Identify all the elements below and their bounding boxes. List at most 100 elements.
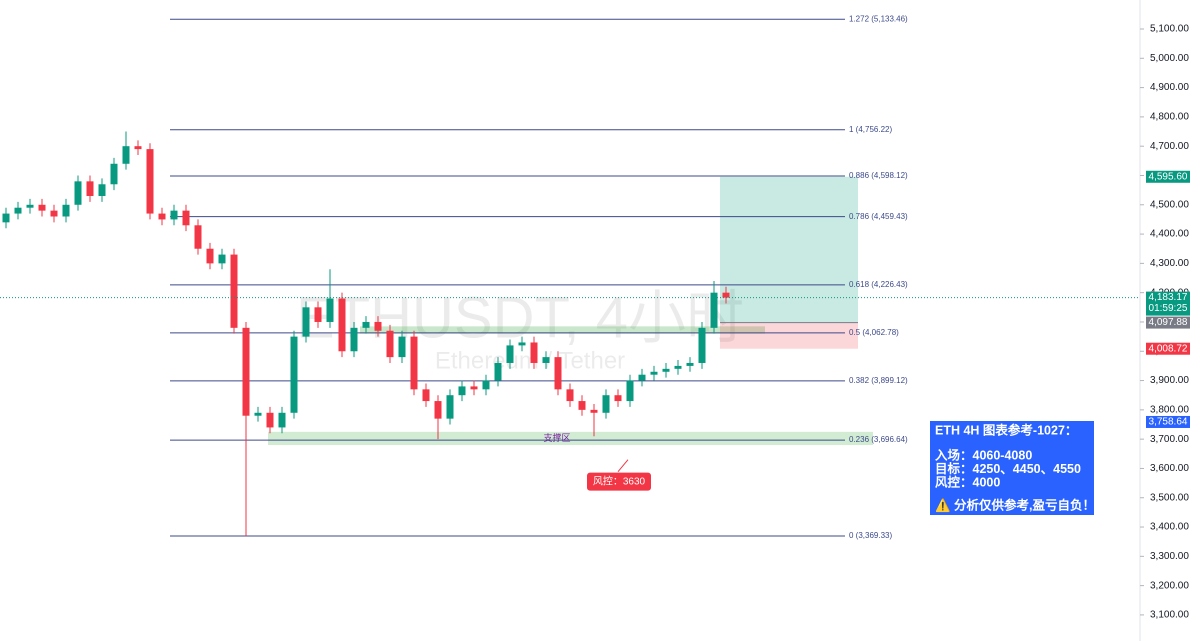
candle-body xyxy=(230,254,238,328)
candle-body xyxy=(170,210,178,220)
y-tick-label: 4,500.00 xyxy=(1150,199,1189,210)
price-tag: 4,183.17 xyxy=(1149,292,1188,303)
candle-body xyxy=(614,395,622,402)
fib-label: 0.5 (4,062.78) xyxy=(849,328,899,337)
candle-body xyxy=(290,336,298,413)
candle-body xyxy=(14,207,22,214)
candle-body xyxy=(686,362,694,366)
countdown: 01:59:25 xyxy=(1149,303,1188,314)
candle-body xyxy=(266,412,274,428)
watermark: ETHUSDT, 4小时 xyxy=(296,285,744,350)
price-tag: 4,595.60 xyxy=(1149,171,1188,182)
candle-body xyxy=(482,380,490,390)
y-tick-label: 3,400.00 xyxy=(1150,522,1189,533)
candle-body xyxy=(494,362,502,381)
candle-body xyxy=(458,386,466,396)
candle-body xyxy=(542,357,550,363)
candle-body xyxy=(182,210,190,226)
candle-body xyxy=(446,395,454,419)
y-tick-label: 5,000.00 xyxy=(1150,53,1189,64)
candle-body xyxy=(122,146,130,164)
candle-body xyxy=(626,380,634,402)
candle-body xyxy=(398,336,406,358)
risk-label-box xyxy=(587,472,651,491)
candle-body xyxy=(650,371,658,375)
candle-body xyxy=(374,321,382,331)
y-tick-label: 4,400.00 xyxy=(1150,229,1189,240)
candle-body xyxy=(326,298,334,322)
price-tag-box xyxy=(1146,291,1190,316)
risk-arrow xyxy=(617,459,629,472)
info-warning: ⚠️ 分析仅供参考,盈亏自负！ xyxy=(935,497,1095,512)
risk-label: 风控：3630 xyxy=(593,474,646,487)
price-tag: 4,097.88 xyxy=(1149,317,1188,328)
candle-body xyxy=(242,327,250,416)
candle-body xyxy=(506,345,514,363)
candle-body xyxy=(674,365,682,369)
fib-label: 0.382 (3,899.12) xyxy=(849,376,908,385)
y-tick-label: 3,600.00 xyxy=(1150,463,1189,474)
candle-body xyxy=(662,368,670,372)
candle-body xyxy=(578,401,586,410)
y-tick-label: 3,200.00 xyxy=(1150,580,1189,591)
candle-body xyxy=(206,248,214,264)
y-tick-label: 3,500.00 xyxy=(1150,492,1189,503)
info-line: 入场：4060-4080 xyxy=(935,448,1032,462)
price-tag: 3,758.64 xyxy=(1149,417,1188,428)
stop-zone xyxy=(720,322,858,349)
candle-body xyxy=(710,292,718,328)
y-tick-label: 4,900.00 xyxy=(1150,82,1189,93)
info-title: ETH 4H 图表参考-1027： xyxy=(935,422,1077,437)
candle-body xyxy=(518,342,526,346)
candle-body xyxy=(590,409,598,413)
support-zone xyxy=(268,431,873,446)
fib-label: 0.786 (4,459.43) xyxy=(849,212,908,221)
candle-body xyxy=(314,307,322,322)
fib-label: 1 (4,756.22) xyxy=(849,125,892,134)
y-tick-label: 4,700.00 xyxy=(1150,141,1189,152)
candle-body xyxy=(698,327,706,363)
candle-body xyxy=(302,307,310,337)
candle-body xyxy=(566,389,574,402)
price-tag-box xyxy=(1146,415,1190,428)
y-tick-label: 3,700.00 xyxy=(1150,434,1189,445)
y-tick-label: 3,300.00 xyxy=(1150,551,1189,562)
candle-body xyxy=(74,181,82,205)
candle-body xyxy=(2,213,10,223)
candle-body xyxy=(278,412,286,428)
candle-body xyxy=(554,357,562,390)
candle-body xyxy=(530,342,538,363)
fib-label: 0.236 (3,696.64) xyxy=(849,435,908,444)
candle-body xyxy=(722,292,730,298)
candle-body xyxy=(470,386,478,390)
price-tag-box xyxy=(1146,342,1190,355)
support-zone-label: 支撑区 xyxy=(543,432,570,443)
candle-body xyxy=(50,210,58,217)
y-tick-label: 4,300.00 xyxy=(1150,258,1189,269)
candle-body xyxy=(194,225,202,249)
candle-body xyxy=(86,181,94,196)
info-box xyxy=(930,421,1094,515)
candle-body xyxy=(602,395,610,413)
candle-body xyxy=(218,254,226,264)
candle-body xyxy=(638,374,646,381)
candle-body xyxy=(26,204,34,208)
y-tick-label: 4,800.00 xyxy=(1150,112,1189,123)
candle-body xyxy=(38,204,46,211)
fib-label: 0 (3,369.33) xyxy=(849,531,892,540)
entry-zone xyxy=(360,326,765,334)
target-zone xyxy=(720,176,858,323)
fib-label: 0.618 (4,226.43) xyxy=(849,280,908,289)
candle-body xyxy=(158,213,166,220)
y-tick-label: 3,800.00 xyxy=(1150,404,1189,415)
candle-body xyxy=(254,412,262,416)
candle-body xyxy=(422,389,430,402)
candle-body xyxy=(146,149,154,214)
candle-body xyxy=(434,401,442,419)
candle-body xyxy=(134,146,142,150)
price-tag: 4,008.72 xyxy=(1149,343,1188,354)
candle-body xyxy=(110,163,118,185)
candle-body xyxy=(62,204,70,217)
y-tick-label: 3,900.00 xyxy=(1150,375,1189,386)
